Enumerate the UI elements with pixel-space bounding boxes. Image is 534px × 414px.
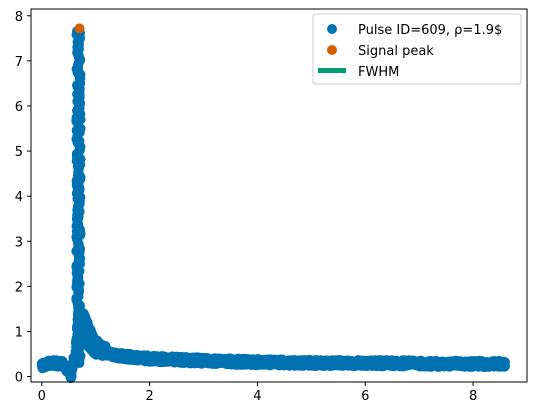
legend-box <box>312 13 522 85</box>
plot-frame <box>30 8 528 383</box>
x-tick-label: 0 <box>38 389 46 404</box>
pulse-point <box>71 333 82 344</box>
signal-peak-point <box>74 23 85 34</box>
x-tick-label: 6 <box>361 389 369 404</box>
legend: Pulse ID=609, ρ=1.9$ Signal peak FWHM <box>312 13 522 85</box>
x-axis: 0 2 4 6 8 <box>38 382 477 404</box>
y-tick-label: 5 <box>15 145 23 160</box>
y-tick-label: 7 <box>15 55 23 70</box>
legend-label-peak: Signal peak <box>358 44 434 59</box>
y-tick-label: 1 <box>15 325 23 340</box>
legend-label-pulse: Pulse ID=609, ρ=1.9$ <box>358 23 502 38</box>
y-axis: 0 1 2 3 4 5 6 7 8 <box>15 10 31 386</box>
legend-marker-pulse <box>327 24 337 34</box>
y-tick-label: 0 <box>15 371 23 386</box>
x-tick-label: 4 <box>253 389 261 404</box>
x-tick-label: 8 <box>469 389 477 404</box>
pulse-point <box>500 357 511 368</box>
legend-marker-peak <box>327 45 337 55</box>
y-tick-label: 3 <box>15 235 23 250</box>
pulse-point <box>100 342 111 353</box>
y-tick-label: 2 <box>15 280 23 295</box>
x-tick-label: 2 <box>145 389 153 404</box>
legend-label-fwhm: FWHM <box>358 65 399 80</box>
y-tick-label: 8 <box>15 10 23 25</box>
plot-area <box>36 23 511 384</box>
y-tick-label: 4 <box>15 190 23 205</box>
y-tick-label: 6 <box>15 100 23 115</box>
pulse-point <box>66 371 77 382</box>
legend-marker-fwhm <box>318 68 346 73</box>
